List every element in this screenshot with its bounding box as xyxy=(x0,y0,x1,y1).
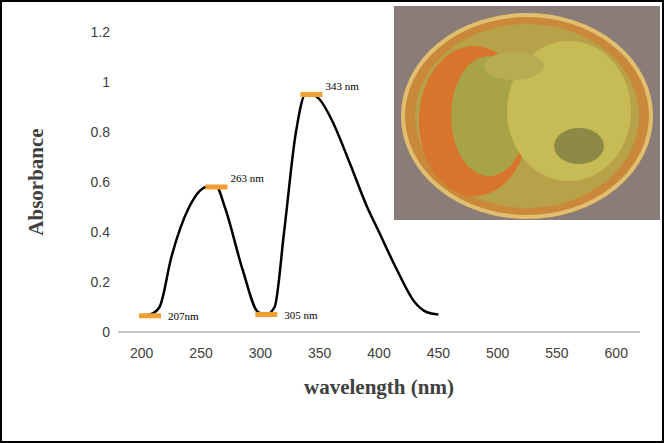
svg-text:550: 550 xyxy=(545,345,569,361)
svg-text:200: 200 xyxy=(130,345,154,361)
svg-text:0.4: 0.4 xyxy=(91,224,111,240)
svg-text:350: 350 xyxy=(308,345,332,361)
svg-text:Absorbance: Absorbance xyxy=(24,128,48,235)
svg-text:263 nm: 263 nm xyxy=(230,172,264,184)
svg-text:0.2: 0.2 xyxy=(91,274,111,290)
svg-text:0: 0 xyxy=(102,324,110,340)
svg-text:305 nm: 305 nm xyxy=(284,309,318,321)
svg-text:1: 1 xyxy=(102,74,110,90)
svg-text:300: 300 xyxy=(249,345,273,361)
svg-text:0.8: 0.8 xyxy=(91,124,111,140)
svg-text:500: 500 xyxy=(486,345,510,361)
svg-text:wavelength (nm): wavelength (nm) xyxy=(304,375,454,399)
svg-text:343 nm: 343 nm xyxy=(325,80,359,92)
svg-text:600: 600 xyxy=(605,345,629,361)
svg-text:400: 400 xyxy=(367,345,391,361)
svg-text:250: 250 xyxy=(189,345,213,361)
svg-text:0.6: 0.6 xyxy=(91,174,111,190)
svg-text:207nm: 207nm xyxy=(168,310,199,322)
svg-text:1.2: 1.2 xyxy=(91,24,111,40)
svg-text:450: 450 xyxy=(427,345,451,361)
